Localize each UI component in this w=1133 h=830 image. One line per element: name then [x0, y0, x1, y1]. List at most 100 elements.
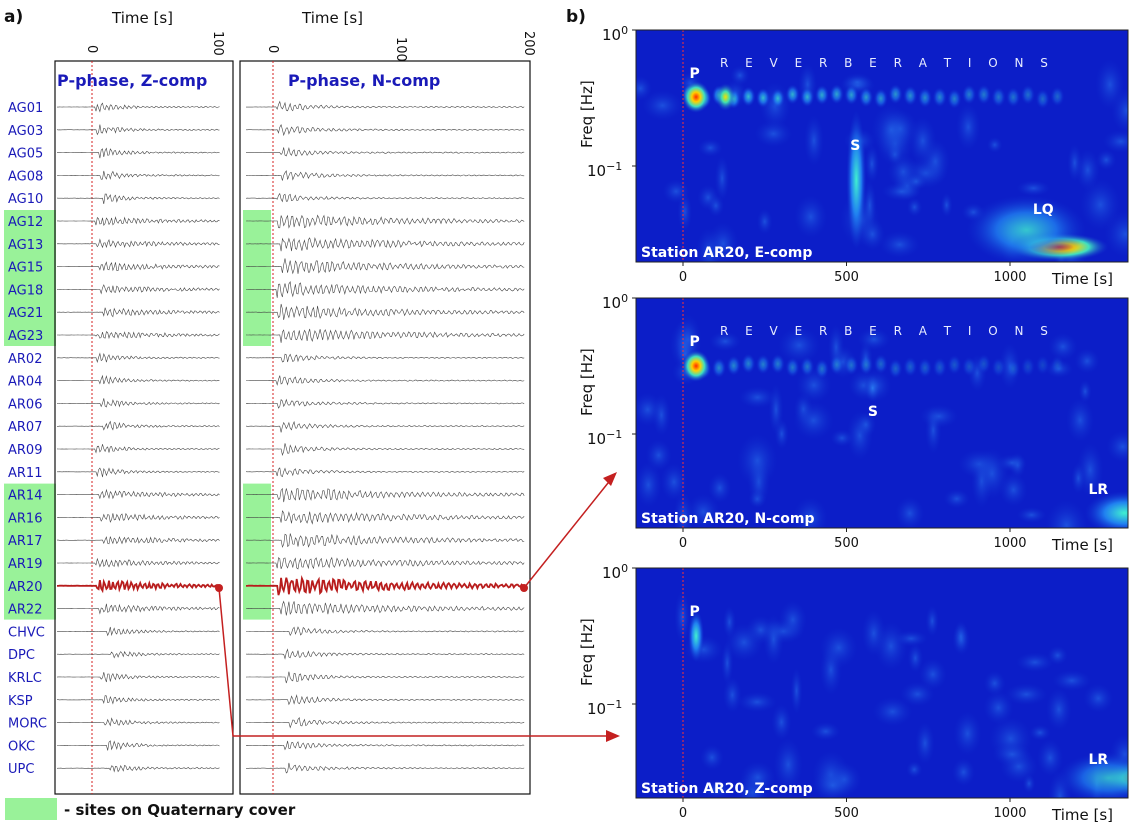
right-tick-200: 200	[521, 31, 536, 56]
p-phase-energy	[682, 81, 711, 113]
y-tick-base: 10	[602, 26, 621, 44]
trace-z-comp	[57, 488, 220, 500]
arrow-head-z-comp	[606, 730, 620, 742]
trace-z-comp	[57, 695, 220, 705]
trace-z-comp	[57, 374, 220, 385]
spectral-blob	[778, 600, 808, 639]
spectral-blob	[983, 690, 1014, 725]
trace-n-comp	[245, 214, 525, 229]
spectrogram	[636, 30, 1128, 262]
trace-n-comp	[245, 258, 525, 275]
reverberation-blob	[917, 87, 932, 108]
lq-halo	[966, 195, 1087, 262]
trace-z-comp	[57, 467, 220, 478]
reverberation-blob	[785, 84, 800, 105]
spectral-blob	[645, 439, 673, 472]
spectral-blob	[641, 90, 684, 121]
trace-z-comp	[56, 764, 220, 773]
reverberation-blob	[903, 356, 918, 377]
trace-n-comp	[245, 648, 525, 660]
trace-z-comp	[56, 193, 220, 204]
spectral-blob	[895, 496, 925, 528]
trace-z-comp	[57, 261, 220, 272]
station-label: KSP	[8, 694, 33, 709]
trace-n-comp	[245, 146, 525, 157]
reverberation-blob	[726, 355, 741, 376]
left-traces	[56, 102, 220, 773]
reverberation-blob	[888, 84, 903, 105]
spectral-blob	[925, 605, 940, 637]
freq-axis-label: Freq [Hz]	[578, 348, 596, 416]
phase-label-lr: LR	[1088, 752, 1108, 768]
spectral-blob	[701, 780, 733, 798]
quaternary-box-right	[243, 210, 271, 346]
trace-z-comp	[56, 557, 220, 568]
spectral-blob	[730, 65, 750, 86]
spectrogram-panels: P S LQ R E V E R B E R A T I O N S Station A…	[578, 24, 1129, 824]
trace-z-comp	[57, 626, 220, 637]
legend-swatch	[5, 798, 57, 820]
spectral-blob	[1074, 348, 1100, 374]
trace-n-comp	[245, 600, 525, 616]
spectral-blob	[1016, 180, 1051, 197]
trace-n-comp	[245, 510, 525, 525]
arrow-to-n-comp	[523, 477, 613, 589]
spectral-blob	[662, 179, 690, 204]
reverberation-blob	[756, 87, 771, 108]
trace-n-comp	[246, 694, 525, 706]
trace-z-comp	[56, 170, 220, 180]
trace-n-comp	[246, 556, 525, 570]
x-tick-label: 500	[834, 806, 859, 821]
trace-n-comp	[246, 762, 525, 774]
spectral-blob	[756, 208, 773, 235]
legend-text: - sites on Quaternary cover	[64, 801, 296, 819]
trace-n-comp	[245, 420, 525, 433]
reverberation-blob	[844, 355, 859, 376]
trace-z-comp	[56, 717, 220, 727]
phase-label-p: P	[690, 66, 700, 82]
spectral-blob	[1083, 683, 1114, 714]
reverberation-blob	[711, 357, 726, 378]
trace-n-comp	[245, 398, 525, 409]
station-label: AG08	[8, 169, 43, 184]
spectral-blob	[686, 493, 721, 528]
spectrogram-frame	[635, 29, 1129, 263]
reverberation-blob	[756, 354, 771, 375]
reverberation-blob	[932, 87, 947, 108]
left-tick-0: 0	[84, 45, 99, 53]
spectral-blob	[907, 643, 924, 673]
left-panel-title: P-phase, Z-comp	[57, 71, 207, 90]
spectral-blob	[1016, 506, 1047, 524]
spectral-blob	[1104, 210, 1128, 258]
spectral-blob	[1075, 149, 1100, 192]
spectral-blob	[793, 195, 828, 239]
spectral-blob	[1028, 724, 1052, 741]
spectral-blob	[740, 761, 776, 794]
station-label: AG10	[8, 192, 43, 207]
x-tick-label: 500	[834, 270, 859, 285]
spectral-blob	[1051, 670, 1092, 692]
x-tick-label: 0	[679, 270, 687, 285]
spectral-blob	[803, 114, 825, 167]
station-label: AR22	[8, 603, 42, 618]
spectral-blob	[955, 103, 981, 151]
spectrogram	[636, 568, 1128, 798]
reverberation-blob	[814, 84, 829, 105]
station-caption: Station AR20, N-comp	[641, 511, 815, 527]
trace-z-comp	[57, 102, 220, 113]
spectral-blob	[1102, 129, 1128, 154]
station-label: AG05	[8, 147, 43, 162]
spectral-blob	[900, 681, 935, 707]
station-label: AG01	[8, 101, 43, 116]
trace-n-comp	[246, 626, 525, 637]
spectrogram-frame	[635, 567, 1129, 799]
reverberation-blob	[741, 353, 756, 374]
spectral-blob	[855, 411, 877, 438]
spectral-blob	[724, 623, 764, 662]
freq-axis-label: Freq [Hz]	[578, 618, 596, 686]
reverberation-blob	[991, 87, 1006, 108]
station-label: AG03	[8, 124, 43, 139]
reverberation-blob	[1035, 88, 1050, 109]
spectrogram	[636, 298, 1128, 528]
trace-n-comp	[245, 192, 525, 203]
